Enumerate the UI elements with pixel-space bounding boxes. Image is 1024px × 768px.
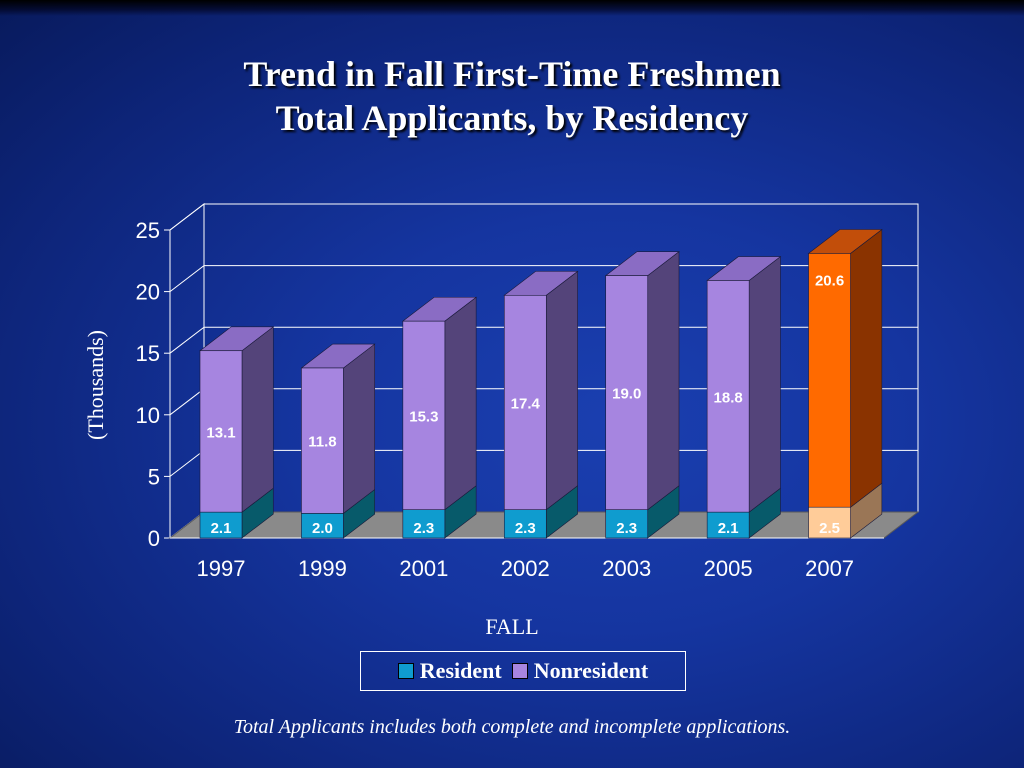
y-axis-title-text: (Thousands) (83, 330, 108, 440)
bar-resident-1997-front (199, 511, 243, 539)
data-label-nonresident-1997: 13.1 (206, 424, 235, 441)
x-tick-label-2005: 2005 (704, 556, 753, 581)
data-label-resident-1999: 2.0 (312, 520, 333, 537)
bar-resident-2001-front (402, 509, 446, 539)
x-tick-label-2003: 2003 (602, 556, 651, 581)
legend-label-nonresident: Nonresident (533, 658, 649, 683)
bar-nonresident-2001-front (402, 320, 446, 510)
bar-resident-2005-front (706, 511, 750, 539)
legend-label-resident: Resident (419, 658, 502, 683)
bar-nonresident-2005-side (748, 255, 781, 513)
gridline (169, 265, 918, 292)
bar-nonresident-2003-side (647, 251, 680, 511)
legend-item-nonresident: Nonresident (511, 658, 649, 684)
bar-nonresident-2002-side (545, 270, 578, 511)
bar-resident-2003-front (605, 509, 649, 539)
data-label-nonresident-2007: 20.6 (815, 272, 844, 289)
data-label-resident-2003: 2.3 (616, 520, 637, 537)
bar-nonresident-1999-side (343, 343, 376, 514)
data-label-resident-2002: 2.3 (515, 520, 536, 537)
data-label-nonresident-2005: 18.8 (714, 389, 743, 406)
y-tick-label: 10 (136, 403, 160, 428)
gridline (169, 326, 918, 354)
bar-nonresident-2007-front (808, 253, 851, 508)
bar-nonresident-2007-side (850, 228, 883, 508)
data-label-nonresident-2003: 19.0 (612, 386, 641, 403)
x-tick-label-2001: 2001 (399, 556, 448, 581)
x-tick-label-2002: 2002 (501, 556, 550, 581)
x-tick-label-1999: 1999 (298, 556, 347, 581)
x-axis-title: FALL (485, 614, 539, 639)
legend-item-resident: Resident (397, 658, 502, 684)
gridline (169, 203, 918, 231)
top-shadow-bar (0, 0, 1024, 16)
chart-title: Trend in Fall First-Time Freshmen Total … (0, 52, 1024, 140)
legend: Resident Nonresident (360, 651, 686, 691)
data-label-nonresident-1999: 11.8 (308, 434, 336, 451)
bar-nonresident-1999-front (301, 367, 344, 514)
y-tick-label: 20 (136, 280, 160, 305)
chart-title-line-2: Total Applicants, by Residency (275, 98, 749, 138)
bar-nonresident-2002-front (503, 294, 547, 510)
x-tick-label-2007: 2007 (805, 556, 854, 581)
data-label-nonresident-2002: 17.4 (511, 395, 541, 412)
y-tick-label: 5 (148, 464, 160, 489)
y-tick-label: 15 (136, 341, 160, 366)
legend-swatch-resident (397, 663, 414, 679)
data-label-nonresident-2001: 15.3 (409, 408, 438, 425)
y-tick-label: 25 (136, 218, 160, 243)
bar-resident-1999-front (301, 513, 344, 539)
footnote: Total Applicants includes both complete … (233, 716, 791, 738)
y-tick-label: 0 (148, 526, 160, 551)
x-tick-label-1997: 1997 (197, 556, 246, 581)
bar-nonresident-2003-front (605, 275, 649, 510)
bar-nonresident-2001-side (444, 296, 477, 511)
bar-resident-2002-front (503, 509, 547, 539)
data-label-resident-2007: 2.5 (819, 520, 840, 537)
bar-nonresident-2005-front (706, 280, 750, 513)
data-label-resident-2001: 2.3 (413, 520, 434, 537)
bar-nonresident-1997-side (241, 326, 274, 513)
data-label-resident-2005: 2.1 (718, 520, 739, 537)
data-label-resident-1997: 2.1 (211, 520, 232, 537)
bar-nonresident-1997-front (199, 350, 243, 513)
side-wall (169, 202, 205, 540)
chart-title-line-1: Trend in Fall First-Time Freshmen (243, 54, 781, 94)
legend-swatch-nonresident (511, 663, 528, 679)
